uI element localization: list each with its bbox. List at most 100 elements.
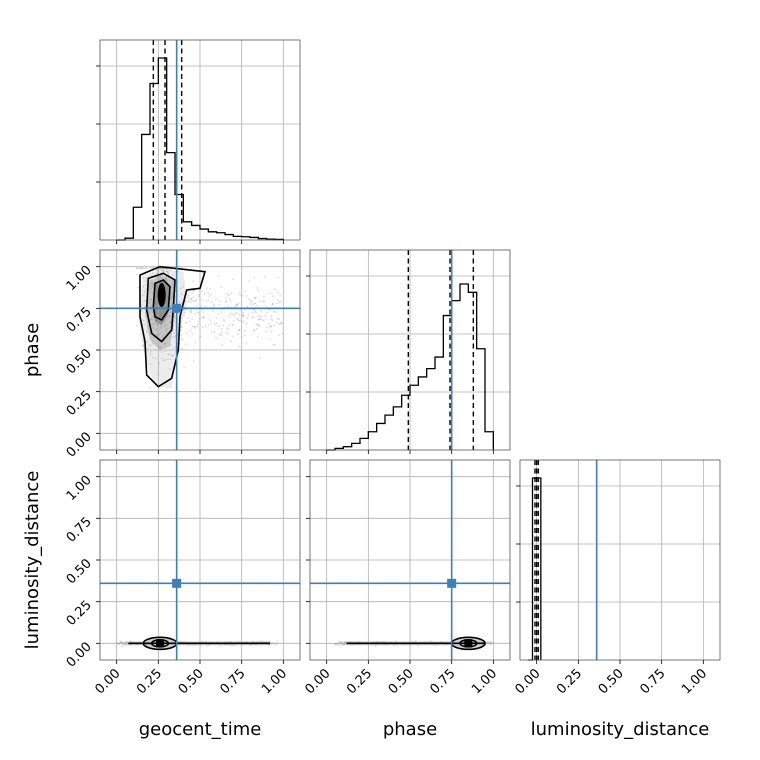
x-tick-label: 0.25 [554, 666, 585, 697]
scatter-point [256, 304, 258, 307]
scatter-point [417, 644, 419, 647]
scatter-point [166, 294, 168, 297]
scatter-point [151, 340, 154, 342]
scatter-point [335, 642, 338, 645]
scatter-point [156, 323, 159, 326]
scatter-point [150, 318, 153, 321]
scatter-point [177, 270, 180, 273]
scatter-point [180, 293, 183, 296]
x-tick-label: 1.00 [679, 666, 710, 697]
scatter-point [253, 329, 256, 332]
scatter-point [157, 275, 160, 278]
scatter-point [242, 314, 245, 317]
scatter-point [350, 641, 352, 643]
scatter-point [241, 315, 244, 317]
scatter-point [172, 346, 175, 349]
scatter-point [163, 282, 166, 285]
scatter-point [179, 287, 182, 290]
scatter-point [156, 334, 159, 337]
scatter-point [431, 641, 433, 643]
y-tick-label: 0.75 [64, 515, 95, 546]
scatter-point [215, 317, 218, 320]
scatter-point [156, 284, 159, 286]
scatter-point [169, 269, 171, 272]
scatter-point [201, 326, 204, 329]
scatter-point [146, 325, 149, 328]
scatter-point [150, 278, 153, 281]
scatter-point [155, 299, 158, 302]
scatter-point [205, 300, 208, 302]
scatter-point [341, 641, 344, 644]
scatter-point [164, 304, 167, 307]
scatter-point [120, 641, 122, 643]
scatter-point [155, 333, 158, 336]
scatter-point [150, 267, 153, 270]
scatter-point [160, 326, 163, 329]
scatter-point [148, 312, 151, 315]
x-tick-label: 0.75 [637, 666, 668, 697]
x-tick-label: 0.50 [176, 666, 207, 697]
scatter-point [116, 641, 118, 644]
scatter-point [159, 267, 162, 270]
scatter-point [151, 284, 154, 287]
scatter-point [152, 316, 155, 319]
scatter-point [168, 335, 171, 338]
scatter-point [226, 305, 229, 308]
x-tick-label: 0.50 [386, 666, 417, 697]
scatter-point [235, 303, 238, 306]
scatter-point [341, 644, 344, 646]
scatter-point [117, 642, 119, 644]
scatter-point [253, 329, 256, 331]
x-axis-label-luminosity-distance: luminosity_distance [531, 719, 710, 740]
scatter-point [489, 642, 492, 645]
scatter-point [149, 386, 152, 389]
scatter-point [226, 327, 229, 330]
scatter-point [210, 322, 212, 325]
scatter-point [351, 641, 354, 643]
scatter-point [150, 305, 153, 308]
scatter-point [187, 317, 189, 319]
scatter-point [161, 335, 164, 338]
scatter-point [155, 322, 158, 325]
scatter-point [254, 302, 257, 305]
scatter-point [162, 334, 165, 336]
scatter-point [151, 326, 154, 329]
scatter-point [245, 295, 248, 297]
scatter-point [168, 279, 171, 281]
scatter-point [225, 301, 227, 303]
scatter-point [169, 320, 172, 323]
x-tick-label: 1.00 [259, 666, 290, 697]
contour-line [139, 265, 207, 388]
scatter-point [152, 318, 154, 321]
scatter-point [142, 344, 145, 347]
scatter-point [226, 332, 229, 335]
scatter-point [186, 308, 188, 311]
scatter-point [244, 290, 246, 293]
scatter-point [265, 305, 268, 308]
scatter-point [225, 300, 228, 303]
scatter-point [341, 642, 343, 645]
scatter-point [157, 304, 159, 306]
scatter-point [140, 309, 143, 312]
scatter-point [227, 643, 230, 646]
scatter-point [160, 310, 163, 313]
scatter-point [260, 315, 263, 317]
scatter-point [166, 270, 168, 273]
scatter-point [149, 279, 152, 282]
scatter-point [124, 641, 126, 644]
scatter-point [237, 319, 240, 322]
scatter-point [218, 325, 221, 328]
scatter-point [167, 272, 169, 274]
scatter-point [242, 320, 245, 323]
scatter-point [143, 300, 146, 302]
scatter-point [156, 272, 159, 275]
scatter-point [142, 319, 145, 322]
scatter-point [148, 344, 151, 346]
y-tick-label: 0.50 [64, 556, 95, 587]
scatter-point [187, 296, 190, 299]
scatter-point [154, 349, 157, 351]
scatter-point [124, 642, 126, 644]
scatter-point [147, 347, 149, 350]
scatter-point [258, 318, 261, 321]
scatter-point [164, 319, 167, 321]
